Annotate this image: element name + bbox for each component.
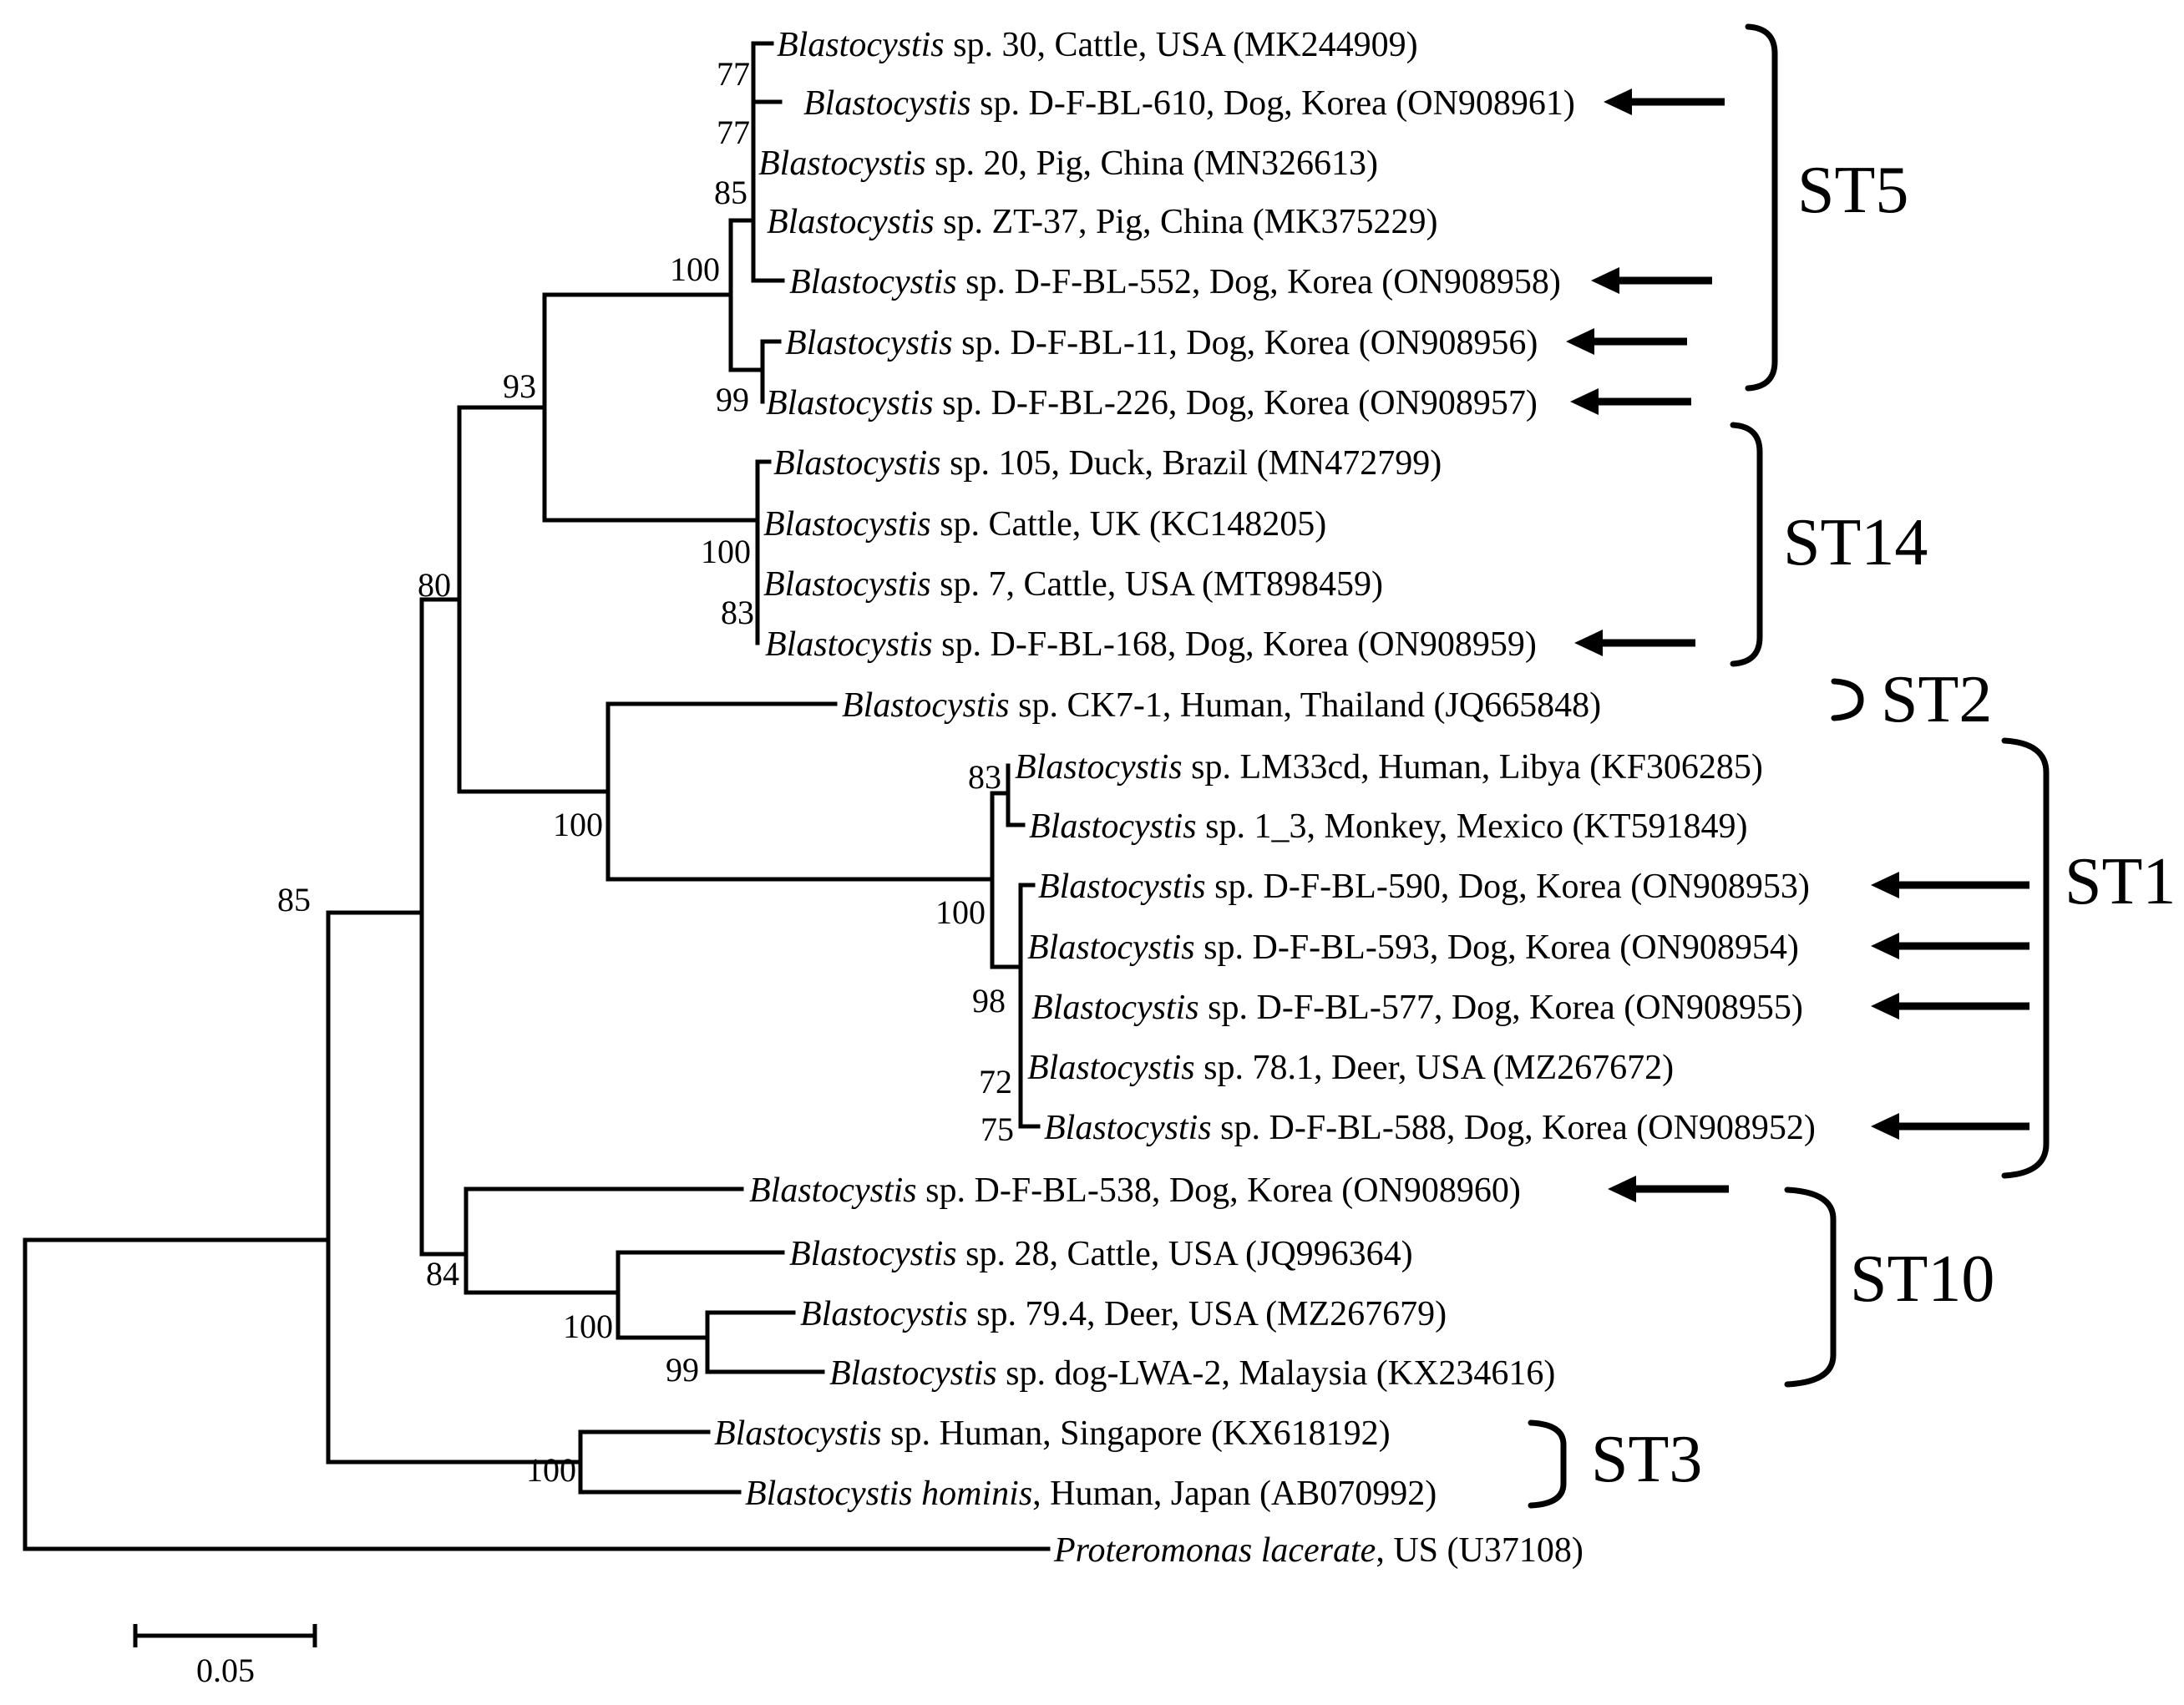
bracket-st1	[2001, 737, 2050, 1179]
bracket-st14	[1730, 422, 1763, 667]
bootstrap-label: 100	[553, 806, 603, 843]
taxon-label: Blastocystis sp. 78.1, Deer, USA (MZ2676…	[1027, 1049, 1674, 1087]
taxon-label: Blastocystis sp. D-F-BL-538, Dog, Korea …	[749, 1171, 1521, 1210]
arrow-tip6	[1566, 328, 1687, 355]
arrow-tip17	[1871, 993, 2029, 1019]
arrow-tip11	[1574, 630, 1695, 656]
arrow-tip19	[1871, 1113, 2029, 1140]
taxon-label: Blastocystis sp. D-F-BL-11, Dog, Korea (…	[785, 324, 1538, 362]
taxon-label: Blastocystis sp. 7, Cattle, USA (MT89845…	[763, 565, 1383, 604]
clade-label-st1: ST1	[2065, 845, 2176, 918]
bootstrap-label: 93	[503, 367, 536, 405]
bracket-st3	[1528, 1419, 1567, 1509]
taxon-label: Blastocystis sp. D-F-BL-588, Dog, Korea …	[1044, 1109, 1816, 1147]
bootstrap-label: 100	[670, 250, 720, 288]
bracket-st2	[1831, 678, 1864, 721]
bootstrap-label: 84	[426, 1255, 459, 1293]
taxon-label: Blastocystis sp. D-F-BL-226, Dog, Korea …	[766, 384, 1538, 422]
taxon-label: Blastocystis sp. ZT-37, Pig, China (MK37…	[767, 203, 1437, 241]
arrow-tip16	[1871, 933, 2029, 959]
taxon-label: Blastocystis sp. Cattle, UK (KC148205)	[763, 505, 1326, 544]
taxon-label: Blastocystis sp. 20, Pig, China (MN32661…	[758, 144, 1378, 183]
clade-label-st2: ST2	[1881, 663, 1992, 736]
bootstrap-label: 85	[277, 881, 311, 918]
taxon-label: Blastocystis sp. 79.4, Deer, USA (MZ2676…	[800, 1295, 1447, 1333]
taxon-label: Blastocystis sp. 30, Cattle, USA (MK2449…	[777, 26, 1418, 64]
arrow-tip2	[1604, 89, 1725, 115]
clade-label-st5: ST5	[1797, 154, 1908, 227]
taxon-label: Blastocystis sp. 28, Cattle, USA (JQ9963…	[789, 1235, 1413, 1273]
clade-brackets	[1528, 23, 2050, 1509]
taxon-label: Blastocystis sp. Human, Singapore (KX618…	[714, 1414, 1391, 1453]
bootstrap-label: 100	[701, 533, 751, 570]
bootstrap-label: 85	[714, 174, 747, 211]
dog-isolate-arrows	[1566, 89, 2029, 1202]
taxon-label: Blastocystis sp. CK7-1, Human, Thailand …	[842, 686, 1601, 725]
taxon-label: Blastocystis sp. 105, Duck, Brazil (MN47…	[773, 444, 1442, 483]
clade-label-st3: ST3	[1591, 1423, 1702, 1496]
bootstrap-label: 77	[717, 55, 750, 93]
taxon-label: Blastocystis sp. D-F-BL-168, Dog, Korea …	[765, 625, 1537, 664]
taxon-label: Blastocystis sp. D-F-BL-577, Dog, Korea …	[1031, 989, 1803, 1027]
bootstrap-label: 83	[721, 594, 754, 631]
bracket-st10	[1784, 1186, 1837, 1388]
bootstrap-label: 75	[981, 1111, 1014, 1148]
bootstrap-label: 83	[968, 758, 1001, 796]
scale-bar-label: 0.05	[196, 1652, 255, 1689]
bootstrap-label: 100	[563, 1308, 613, 1345]
bootstrap-label: 72	[979, 1063, 1012, 1100]
bootstrap-label: 80	[418, 566, 451, 604]
arrow-tip20	[1608, 1176, 1729, 1202]
taxon-label: Blastocystis sp. D-F-BL-610, Dog, Korea …	[803, 84, 1575, 123]
taxon-label: Blastocystis sp. dog-LWA-2, Malaysia (KX…	[829, 1354, 1555, 1393]
taxon-label: Blastocystis sp. 1_3, Monkey, Mexico (KT…	[1029, 807, 1748, 846]
taxon-label: Blastocystis sp. D-F-BL-552, Dog, Korea …	[789, 263, 1561, 301]
tree-branches	[23, 41, 1051, 1551]
bracket-st5	[1745, 23, 1778, 392]
arrow-tip5	[1591, 267, 1712, 294]
taxon-label: Blastocystis sp. D-F-BL-590, Dog, Korea …	[1038, 868, 1810, 906]
bootstrap-label: 99	[716, 381, 749, 418]
scale-bar	[133, 1624, 317, 1647]
taxon-label: Blastocystis sp. D-F-BL-593, Dog, Korea …	[1027, 928, 1799, 967]
clade-label-st10: ST10	[1850, 1242, 1994, 1316]
arrow-tip15	[1871, 872, 2029, 898]
clade-label-st14: ST14	[1783, 506, 1928, 579]
bootstrap-label: 98	[972, 982, 1006, 1019]
taxon-label: Blastocystis sp. LM33cd, Human, Libya (K…	[1015, 748, 1763, 787]
bootstrap-label: 100	[935, 893, 986, 931]
taxon-label: Proteromonas lacerate, US (U37108)	[1053, 1531, 1584, 1570]
taxon-label: Blastocystis hominis, Human, Japan (AB07…	[745, 1475, 1437, 1513]
bootstrap-label: 77	[717, 114, 750, 151]
arrow-tip7	[1570, 388, 1691, 415]
bootstrap-label: 100	[526, 1451, 576, 1489]
bootstrap-label: 99	[666, 1351, 699, 1389]
